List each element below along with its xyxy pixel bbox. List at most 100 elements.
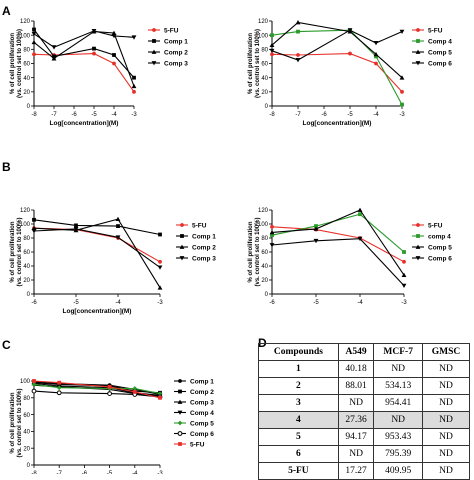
y-tick-label: 100 — [20, 379, 31, 385]
y-tick-label: 80 — [261, 48, 268, 54]
legend-label: 5-FU — [428, 27, 443, 34]
table-cell-mcf7: 795.39 — [373, 445, 423, 463]
y-tick-label: 100 — [258, 33, 269, 39]
x-tick-label: -5 — [107, 471, 113, 474]
data-point — [91, 29, 97, 34]
data-point — [157, 391, 163, 396]
legend-label: 5-FU — [190, 441, 205, 448]
legend-entry: 5-FU — [412, 27, 443, 34]
x-tick-label: -8 — [31, 112, 37, 118]
table-cell-gmsc: ND — [422, 394, 470, 412]
series-line — [271, 29, 403, 105]
y-tick-label: 120 — [20, 208, 31, 214]
data-point — [313, 226, 319, 231]
data-point — [400, 89, 404, 94]
data-point — [158, 232, 162, 237]
x-tick-label: -6 — [321, 112, 327, 118]
legend-marker — [179, 244, 185, 249]
data-point — [31, 39, 37, 45]
table-row: 6 ND 795.39 ND — [258, 445, 470, 463]
series-line — [271, 209, 405, 276]
chart-B-right: 0 20 40 60 80 100 120 -6 -5 -4 -3 % of cell prolife… — [248, 207, 452, 306]
data-point — [107, 391, 112, 397]
series-line — [33, 31, 135, 87]
legend-marker — [152, 39, 156, 43]
y-tick-label: 80 — [23, 48, 30, 54]
legend-marker — [152, 28, 156, 32]
data-point — [111, 33, 117, 39]
data-point — [270, 233, 274, 238]
series-comp-2 — [31, 216, 163, 290]
x-axis-label: Log[concentration](M) — [63, 308, 132, 315]
x-tick-label: -3 — [157, 300, 163, 306]
y-axis-label: % of cell proliferation(vs. control set … — [10, 217, 23, 286]
legend-entry: Comp 2 — [176, 244, 216, 251]
panel-label: C — [2, 338, 11, 352]
series-comp-3 — [31, 227, 163, 270]
data-point — [358, 212, 362, 217]
y-tick-label: 20 — [261, 278, 268, 284]
x-tick-label: -5 — [313, 300, 319, 306]
chart-A-left: A 0 20 40 60 80 100 120 -8 -7 -6 -5 -4 -3 Log[concentr… — [2, 4, 188, 127]
data-point — [92, 51, 96, 56]
data-point — [31, 31, 37, 37]
y-tick-label: 100 — [20, 222, 31, 228]
legend-entry: 5-FU — [412, 222, 443, 229]
table-cell-a549: 17.27 — [337, 462, 375, 480]
legend-marker — [180, 234, 184, 238]
legend-label: Comp 2 — [192, 244, 216, 251]
x-tick-label: -3 — [399, 112, 405, 118]
x-tick-label: -3 — [131, 112, 137, 118]
y-tick-label: 60 — [23, 62, 30, 68]
y-tick-label: 40 — [261, 76, 268, 82]
series-line — [271, 226, 405, 263]
data-point — [31, 381, 37, 387]
data-point — [112, 61, 116, 66]
y-tick-label: 120 — [258, 208, 269, 214]
data-point — [73, 227, 79, 232]
legend-marker — [178, 442, 182, 446]
legend-entry: Comp 5 — [174, 420, 214, 427]
data-point — [295, 20, 301, 25]
series-5-fu — [32, 51, 136, 94]
header-a549: A549 — [337, 343, 375, 361]
legend-marker — [416, 223, 420, 227]
data-point — [56, 385, 62, 391]
series-line — [33, 53, 135, 93]
table-cell-mcf7: ND — [373, 360, 423, 378]
chart-B-left: B 0 20 40 60 80 100 120 -6 -5 -4 -3 Log[concentratio… — [2, 160, 216, 315]
legend-entry: 5-FU — [148, 27, 179, 34]
legend-marker — [177, 399, 183, 404]
y-tick-label: 120 — [258, 19, 269, 25]
x-tick-label: -8 — [269, 112, 275, 118]
data-point — [107, 384, 112, 389]
data-point — [31, 229, 37, 234]
legend-entry: Comp 5 — [412, 244, 452, 251]
legend-marker — [178, 389, 182, 394]
legend-label: Comp 3 — [164, 60, 188, 67]
data-point — [296, 53, 300, 57]
y-tick-label: 60 — [261, 62, 268, 68]
y-tick-label: 0 — [265, 292, 269, 298]
data-point — [157, 285, 163, 290]
table-cell-a549: 40.18 — [337, 360, 375, 378]
data-point — [32, 217, 36, 222]
chart-C: C 0 20 40 60 80 100 -8 -7 -6 -5 -4 -3 % of cell proli… — [2, 338, 214, 474]
legend-marker — [151, 61, 157, 66]
legend-entry: Comp 1 — [148, 38, 188, 45]
table-cell-a549: ND — [337, 445, 375, 463]
series-line — [271, 29, 403, 61]
legend-entry: Comp 6 — [412, 255, 452, 262]
data-point — [402, 250, 406, 254]
data-point — [51, 45, 57, 50]
y-tick-label: 40 — [23, 264, 30, 270]
header-mcf7: MCF-7 — [373, 343, 423, 361]
legend-label: Comp 5 — [428, 244, 452, 251]
data-point — [374, 54, 378, 59]
legend-label: Comp 6 — [190, 431, 214, 438]
legend-label: Comp 6 — [428, 60, 452, 67]
y-tick-label: 40 — [23, 76, 30, 82]
legend-label: Comp 1 — [192, 233, 216, 240]
y-tick-label: 60 — [261, 250, 268, 256]
legend-entry: 5-FU — [174, 441, 205, 448]
